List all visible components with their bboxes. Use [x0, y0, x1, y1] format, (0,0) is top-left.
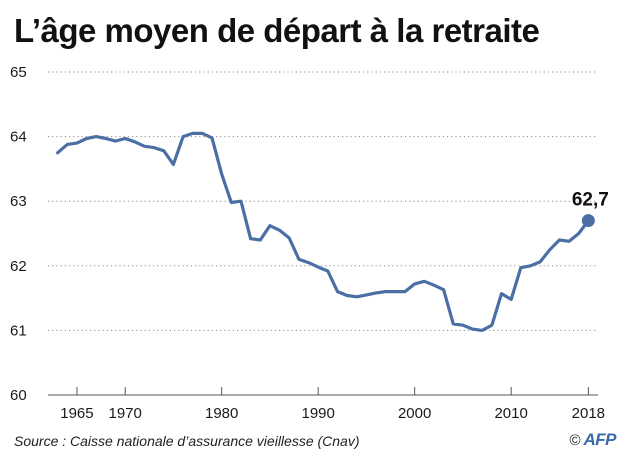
x-tick-label-1990: 1990 [301, 405, 334, 422]
y-tick-label-64: 64 [10, 129, 27, 146]
x-tick-label-2018: 2018 [572, 405, 605, 422]
y-tick-label-61: 61 [10, 322, 27, 339]
afp-logo: AFP [583, 430, 617, 449]
y-tick-label-65: 65 [10, 64, 27, 81]
afp-credit: © AFP [569, 430, 616, 450]
x-tick-label-2010: 2010 [494, 405, 527, 422]
final-value-label: 62,7 [572, 190, 609, 211]
chart-title: L’âge moyen de départ à la retraite [14, 12, 540, 49]
copyright-icon: © [569, 431, 581, 449]
x-tick-label-2000: 2000 [398, 405, 431, 422]
source-note: Source : Caisse nationale d’assurance vi… [14, 433, 360, 449]
x-tick-label-1965: 1965 [60, 405, 93, 422]
x-tick-label-1980: 1980 [205, 405, 238, 422]
y-tick-label-62: 62 [10, 258, 27, 275]
series-line [55, 131, 591, 332]
final-value-marker [581, 214, 595, 228]
y-tick-label-60: 60 [10, 387, 27, 404]
y-tick-label-63: 63 [10, 193, 27, 210]
x-tick-label-1970: 1970 [109, 405, 142, 422]
